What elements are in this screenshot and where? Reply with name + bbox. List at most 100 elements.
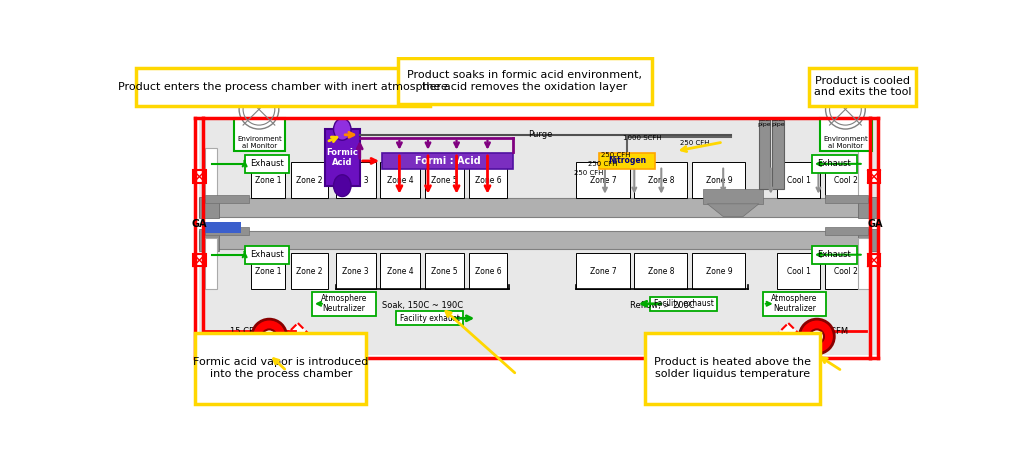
Text: Zone 8: Zone 8 xyxy=(647,176,674,185)
Bar xyxy=(820,118,871,151)
Bar xyxy=(336,162,376,198)
Bar xyxy=(469,253,507,289)
Bar xyxy=(380,162,420,198)
Bar xyxy=(809,67,916,106)
Bar xyxy=(205,222,241,233)
Text: Reflow, > 200C: Reflow, > 200C xyxy=(630,301,694,310)
Bar xyxy=(867,254,881,267)
Bar xyxy=(396,312,463,325)
Bar xyxy=(777,162,820,198)
Bar xyxy=(577,253,630,289)
Text: Exhaust: Exhaust xyxy=(817,250,851,259)
Text: Product enters the process chamber with inert atmosphere: Product enters the process chamber with … xyxy=(118,82,447,92)
Text: 15 CFM: 15 CFM xyxy=(230,327,261,336)
Bar xyxy=(867,170,881,183)
Text: 250 CFH: 250 CFH xyxy=(601,152,631,158)
Text: Zone 4: Zone 4 xyxy=(387,176,414,185)
Text: Zone 9: Zone 9 xyxy=(706,267,732,276)
Text: Facility exhaust: Facility exhaust xyxy=(653,299,714,308)
Bar xyxy=(312,292,376,316)
Circle shape xyxy=(825,90,865,129)
Bar xyxy=(577,162,630,198)
Bar xyxy=(692,162,745,198)
Bar xyxy=(200,229,219,251)
Ellipse shape xyxy=(334,175,351,196)
Text: GA: GA xyxy=(191,219,207,229)
Bar xyxy=(858,196,878,219)
Bar xyxy=(425,162,465,198)
Bar xyxy=(634,253,687,289)
Text: Zone 8: Zone 8 xyxy=(647,267,674,276)
Circle shape xyxy=(252,319,287,354)
Bar xyxy=(692,253,745,289)
Bar xyxy=(858,238,870,289)
Bar xyxy=(245,155,289,173)
Text: Environment
al Monitor: Environment al Monitor xyxy=(823,135,868,149)
Bar xyxy=(205,195,249,203)
Text: Zone 1: Zone 1 xyxy=(255,267,282,276)
Bar xyxy=(291,253,328,289)
Bar xyxy=(200,245,878,354)
Text: Facility exhaust: Facility exhaust xyxy=(399,314,460,323)
Text: Zone 5: Zone 5 xyxy=(431,267,458,276)
Bar xyxy=(194,170,206,183)
Text: Cool 2: Cool 2 xyxy=(835,267,858,276)
Bar xyxy=(759,120,770,189)
Text: Zone 4: Zone 4 xyxy=(387,267,414,276)
Bar xyxy=(858,147,870,198)
Bar xyxy=(200,231,878,249)
Bar xyxy=(763,292,826,316)
Bar xyxy=(251,162,285,198)
Bar xyxy=(425,253,465,289)
Bar xyxy=(858,229,878,251)
Bar xyxy=(336,253,376,289)
Bar xyxy=(812,155,856,173)
Bar xyxy=(824,253,867,289)
Text: 250 CFH: 250 CFH xyxy=(573,170,603,176)
Text: 250 CFH: 250 CFH xyxy=(680,140,710,146)
Bar xyxy=(824,162,867,198)
Bar xyxy=(772,120,783,189)
Bar xyxy=(200,198,878,217)
Bar xyxy=(291,162,328,198)
Text: 10 CFM: 10 CFM xyxy=(817,327,848,336)
Text: Formic acid vapor is introduced
into the process chamber: Formic acid vapor is introduced into the… xyxy=(194,357,369,379)
Bar xyxy=(251,253,285,289)
Bar xyxy=(200,196,219,219)
Text: Cool 1: Cool 1 xyxy=(786,267,811,276)
Bar xyxy=(812,245,856,264)
Bar xyxy=(650,297,717,311)
Bar xyxy=(200,118,878,198)
Text: Zone 9: Zone 9 xyxy=(706,176,732,185)
Text: Product is cooled
and exits the tool: Product is cooled and exits the tool xyxy=(814,76,911,97)
Text: Exhaust: Exhaust xyxy=(250,250,284,259)
Text: Zone 2: Zone 2 xyxy=(296,267,323,276)
Text: Cool
pipe: Cool pipe xyxy=(771,117,784,127)
Bar xyxy=(205,228,249,236)
Text: Cool
pipe: Cool pipe xyxy=(758,117,771,127)
Text: Zone 6: Zone 6 xyxy=(474,267,501,276)
Bar xyxy=(380,253,420,289)
Bar xyxy=(599,153,655,169)
Text: Soak, 150C ~ 190C: Soak, 150C ~ 190C xyxy=(382,301,463,310)
Text: Zone 7: Zone 7 xyxy=(590,176,616,185)
Bar xyxy=(645,333,820,404)
Text: Product is heated above the
solder liquidus temperature: Product is heated above the solder liqui… xyxy=(654,357,811,379)
Circle shape xyxy=(240,90,279,129)
Ellipse shape xyxy=(334,118,351,140)
Bar xyxy=(703,189,763,204)
Text: Product soaks in formic acid environment,
the acid removes the oxidation layer: Product soaks in formic acid environment… xyxy=(408,70,642,92)
Text: Exhaust: Exhaust xyxy=(817,160,851,169)
Bar xyxy=(824,228,868,236)
Text: Cool 1: Cool 1 xyxy=(786,176,811,185)
Bar xyxy=(136,67,430,106)
Text: Formi : Acid: Formi : Acid xyxy=(415,156,480,166)
Polygon shape xyxy=(775,323,802,350)
Text: Zone 6: Zone 6 xyxy=(474,176,501,185)
Text: Zone 2: Zone 2 xyxy=(296,176,323,185)
Text: Exhaust: Exhaust xyxy=(250,160,284,169)
Bar xyxy=(233,118,285,151)
Text: Atmosphere
Neutralizer: Atmosphere Neutralizer xyxy=(771,294,818,313)
Polygon shape xyxy=(285,323,311,350)
Text: Zone 3: Zone 3 xyxy=(342,267,369,276)
